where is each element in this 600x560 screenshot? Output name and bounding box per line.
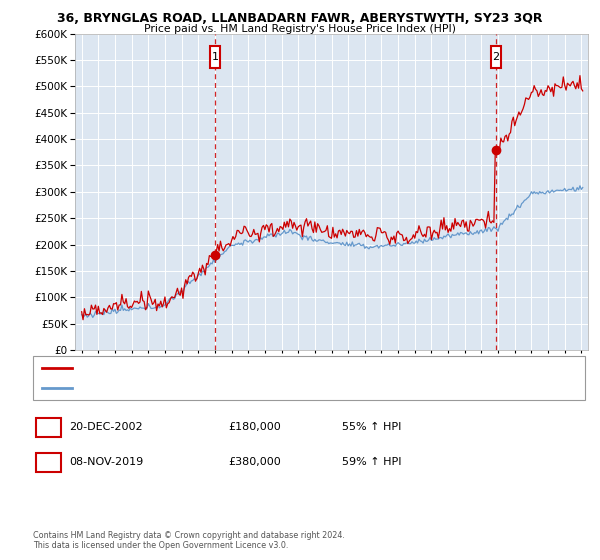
Text: 20-DEC-2002: 20-DEC-2002: [69, 422, 143, 432]
Text: Price paid vs. HM Land Registry's House Price Index (HPI): Price paid vs. HM Land Registry's House …: [144, 24, 456, 34]
Text: 08-NOV-2019: 08-NOV-2019: [69, 457, 143, 467]
Text: 1: 1: [211, 52, 218, 62]
Text: 55% ↑ HPI: 55% ↑ HPI: [342, 422, 401, 432]
Text: £380,000: £380,000: [228, 457, 281, 467]
Bar: [210, 46, 220, 68]
Text: 59% ↑ HPI: 59% ↑ HPI: [342, 457, 401, 467]
Text: 2: 2: [45, 457, 52, 467]
Bar: [491, 46, 501, 68]
Text: 2: 2: [493, 52, 499, 62]
Text: 36, BRYNGLAS ROAD, LLANBADARN FAWR, ABERYSTWYTH, SY23 3QR (detached house): 36, BRYNGLAS ROAD, LLANBADARN FAWR, ABER…: [78, 363, 493, 372]
Text: HPI: Average price, detached house, Ceredigion: HPI: Average price, detached house, Cere…: [78, 384, 305, 393]
Text: 1: 1: [45, 422, 52, 432]
Text: £180,000: £180,000: [228, 422, 281, 432]
Text: 36, BRYNGLAS ROAD, LLANBADARN FAWR, ABERYSTWYTH, SY23 3QR: 36, BRYNGLAS ROAD, LLANBADARN FAWR, ABER…: [57, 12, 543, 25]
Text: Contains HM Land Registry data © Crown copyright and database right 2024.
This d: Contains HM Land Registry data © Crown c…: [33, 530, 345, 550]
